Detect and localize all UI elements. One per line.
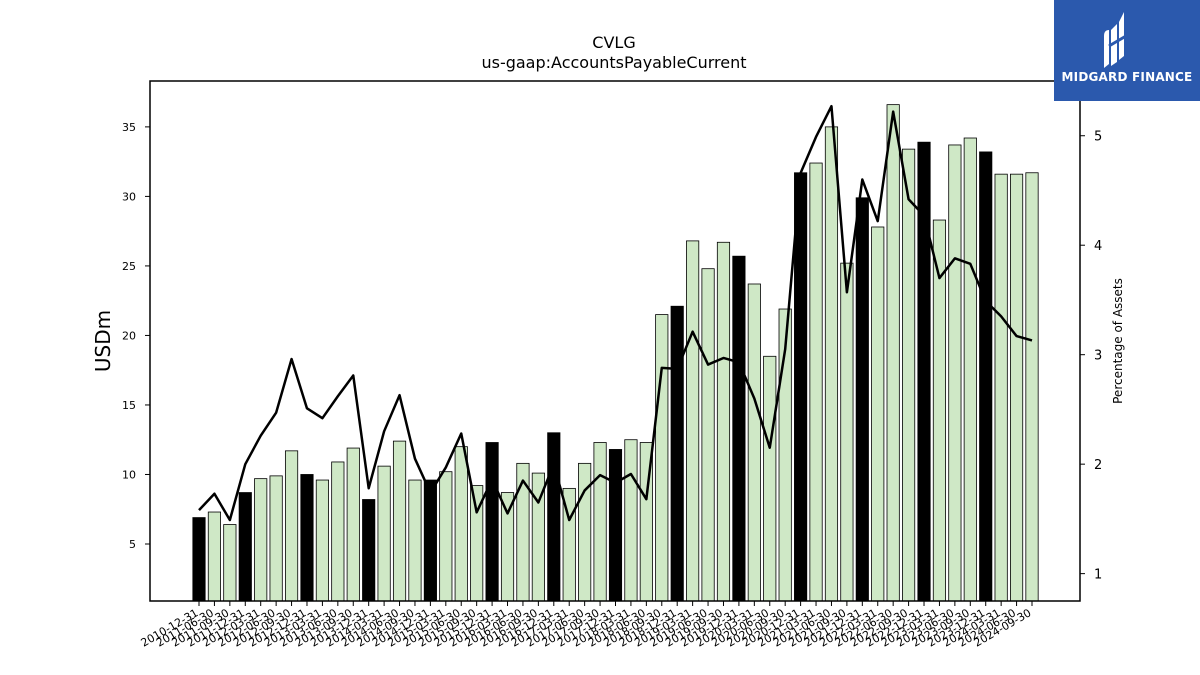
bar	[392, 440, 407, 602]
bar	[824, 126, 839, 602]
y-tick-label-right: 1	[1094, 568, 1102, 583]
bar	[346, 447, 360, 602]
bar	[1025, 172, 1039, 602]
bar	[454, 446, 468, 602]
y-tick-label: 10	[122, 468, 136, 481]
bar	[732, 255, 746, 602]
bar	[423, 479, 437, 602]
logo: MIDGARD FINANCE	[1054, 0, 1200, 101]
bar	[716, 241, 731, 602]
bar	[855, 197, 869, 602]
y-tick-label: 25	[122, 260, 136, 273]
bar	[979, 151, 993, 602]
bar	[331, 461, 345, 602]
bar	[948, 144, 962, 602]
bar	[223, 524, 237, 602]
percentage-line	[198, 104, 1033, 522]
bar	[747, 283, 761, 602]
bar	[500, 492, 515, 602]
bar	[547, 432, 561, 602]
bar	[886, 104, 900, 602]
y-tick-label: 20	[122, 329, 136, 342]
bar	[624, 439, 638, 602]
bar	[315, 479, 329, 602]
bar	[994, 173, 1008, 602]
y-tick-label: 5	[129, 538, 136, 551]
line-series	[198, 104, 1033, 522]
bar	[192, 517, 206, 602]
bar	[593, 442, 607, 602]
y-tick-label: 15	[122, 399, 136, 412]
bar	[608, 449, 623, 602]
y-tick-label: 30	[122, 190, 136, 203]
bar	[686, 240, 700, 602]
y-tick-label: 35	[122, 121, 136, 134]
y-tick-label-right: 2	[1094, 458, 1102, 473]
bar	[439, 471, 453, 602]
bar	[701, 268, 715, 602]
bar	[809, 162, 823, 602]
bar	[238, 492, 252, 602]
bar	[269, 475, 283, 602]
bar	[377, 465, 391, 602]
bar	[840, 262, 854, 602]
bar	[1010, 173, 1024, 602]
y-tick-label-right: 4	[1094, 239, 1102, 254]
bar	[300, 474, 314, 602]
bar	[408, 479, 422, 602]
chart-subtitle: us-gaap:AccountsPayableCurrent	[481, 53, 746, 72]
bar	[516, 462, 530, 602]
bar	[902, 148, 916, 602]
bar	[284, 450, 299, 602]
y-tick-label-right: 3	[1094, 349, 1102, 364]
bar	[871, 226, 885, 602]
y-axis-label: USDm	[91, 310, 115, 372]
bar-series	[192, 104, 1039, 602]
bar	[207, 511, 221, 602]
chart-title: CVLG	[592, 33, 635, 52]
bar	[485, 442, 499, 602]
y-tick-label-right: 5	[1094, 130, 1102, 145]
y-axis-label-right: Percentage of Assets	[1111, 278, 1125, 404]
bar	[763, 355, 777, 602]
bar	[963, 137, 977, 602]
bar	[578, 462, 592, 602]
bar	[254, 478, 268, 602]
logo-text: MIDGARD FINANCE	[1061, 70, 1193, 84]
bar	[794, 172, 808, 602]
axes: 5101520253035123452010-12-312011-06-3020…	[122, 80, 1102, 650]
bar	[655, 314, 669, 602]
bar	[362, 499, 376, 602]
bar	[670, 305, 684, 602]
midgard-logo-icon	[1104, 12, 1127, 68]
